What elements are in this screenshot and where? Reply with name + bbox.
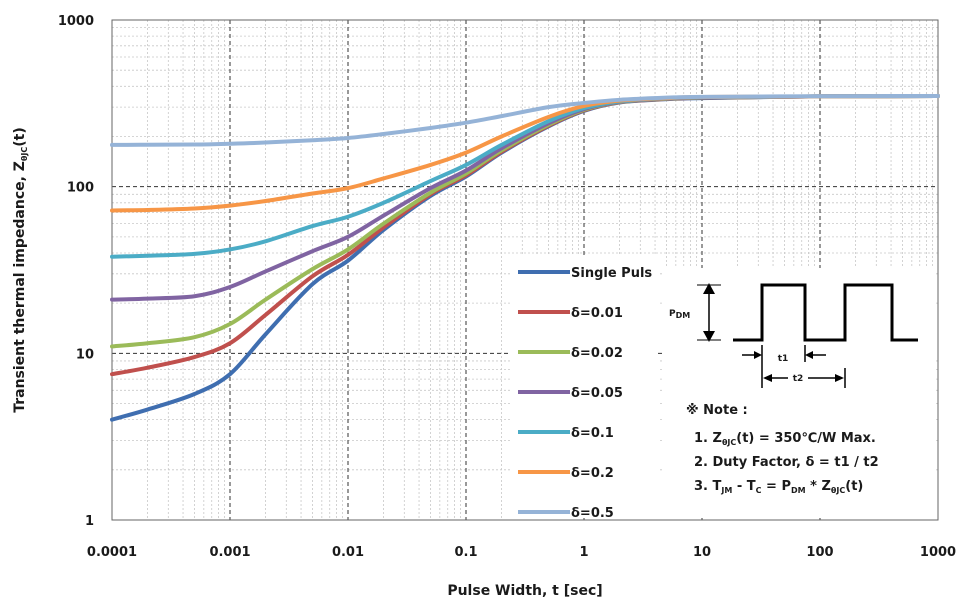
legend-label: δ=0.05 <box>571 386 623 401</box>
annotation-background <box>662 268 936 518</box>
y-axis-title: Transient thermal impedance, ZθJC(t) <box>12 127 29 413</box>
y-tick-labels: 1 10 100 1000 <box>58 14 94 529</box>
x-tick-label: 0.01 <box>332 545 364 560</box>
x-axis-title: Pulse Width, t [sec] <box>447 583 602 599</box>
legend-label: δ=0.01 <box>571 306 623 321</box>
note-2: 2. Duty Factor, δ = t1 / t2 <box>694 455 879 470</box>
x-tick-label: 0.0001 <box>87 545 137 560</box>
pulse-waveform <box>733 283 918 342</box>
note-3: 3. TJM - TC = PDM * ZθJC(t) <box>694 479 863 495</box>
legend-label: δ=0.2 <box>571 466 614 481</box>
x-tick-labels: 0.0001 0.001 0.01 0.1 1 10 100 1000 <box>87 545 956 560</box>
pdm-arrow-bottom <box>703 331 715 342</box>
pdm-label: PDM <box>669 309 690 320</box>
t2-arrow-left-head <box>763 374 772 382</box>
legend-label: Single Puls <box>571 266 652 281</box>
notes: ※ Note : 1. ZθJC(t) = 350℃/W Max. 2. Dut… <box>686 403 879 495</box>
x-tick-label: 10 <box>693 545 711 560</box>
y-tick-label: 1000 <box>58 14 94 29</box>
series-lines <box>110 93 940 422</box>
x-tick-label: 0.001 <box>209 545 250 560</box>
t1-label: t1 <box>778 354 789 364</box>
plot-border <box>111 19 939 521</box>
legend-background <box>510 256 658 518</box>
pdm-arrow-top <box>703 283 715 294</box>
pulse-diagram: PDM t1 t2 <box>669 283 918 388</box>
t2-label: t2 <box>793 374 804 384</box>
note-title: ※ Note : <box>686 403 748 418</box>
t2-label-bg <box>788 371 808 383</box>
y-tick-label: 10 <box>76 347 94 362</box>
series-line <box>110 93 940 147</box>
note-1: 1. ZθJC(t) = 350℃/W Max. <box>694 431 876 447</box>
legend: Single Puls δ=0.01 δ=0.02 δ=0.05 δ=0.1 δ=0.2 δ… <box>518 266 652 521</box>
t2-arrow-right-head <box>835 374 844 382</box>
legend-label: δ=0.1 <box>571 426 614 441</box>
t1-arrow-right-head <box>805 351 813 359</box>
x-tick-label: 100 <box>806 545 833 560</box>
x-tick-label: 1000 <box>920 545 956 560</box>
legend-label: δ=0.02 <box>571 346 623 361</box>
y-tick-label: 1 <box>85 514 94 529</box>
t1-arrow-left-head <box>754 351 762 359</box>
y-tick-label: 100 <box>67 181 94 196</box>
x-tick-label: 0.1 <box>454 545 477 560</box>
x-tick-label: 1 <box>579 545 588 560</box>
legend-label: δ=0.5 <box>571 506 614 521</box>
